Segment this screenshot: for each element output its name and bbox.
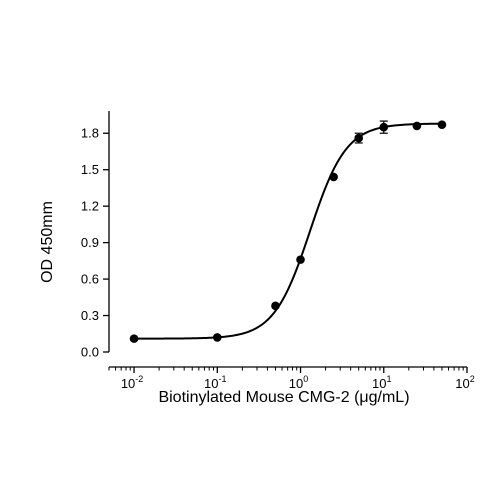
data-point (271, 301, 280, 311)
y-tick-label: 1.8 (81, 126, 99, 141)
plot-area (129, 120, 447, 343)
fit-curve (134, 122, 442, 340)
y-axis-title: OD 450mm (39, 201, 56, 283)
x-axis-title: Biotinylated Mouse CMG-2 (μg/mL) (158, 389, 409, 406)
y-tick-label: 0.0 (81, 345, 99, 360)
y-tick-label: 1.5 (81, 162, 99, 177)
data-point (379, 122, 389, 132)
data-point (329, 172, 338, 182)
y-tick-label: 0.3 (81, 308, 99, 323)
data-point (296, 255, 305, 264)
data-point (212, 333, 222, 342)
data-point (354, 133, 364, 143)
x-tick-label: 101 (372, 374, 391, 391)
y-tick-label: 0.9 (81, 235, 99, 250)
y-axis: 0.0 0.3 0.6 0.9 1.2 1.5 1.8 (81, 111, 110, 360)
data-point (129, 334, 139, 343)
data-point (412, 121, 422, 131)
x-tick-label: 10-1 (204, 374, 226, 391)
x-tick-label: 102 (455, 374, 474, 391)
x-tick-label: 100 (289, 374, 308, 391)
x-tick-label: 10-2 (121, 374, 143, 391)
y-tick-label: 0.6 (81, 272, 99, 287)
data-point (437, 120, 447, 130)
y-tick-label: 1.2 (81, 199, 99, 214)
x-axis: 10-2 10-1 100 101 102 (108, 366, 475, 391)
